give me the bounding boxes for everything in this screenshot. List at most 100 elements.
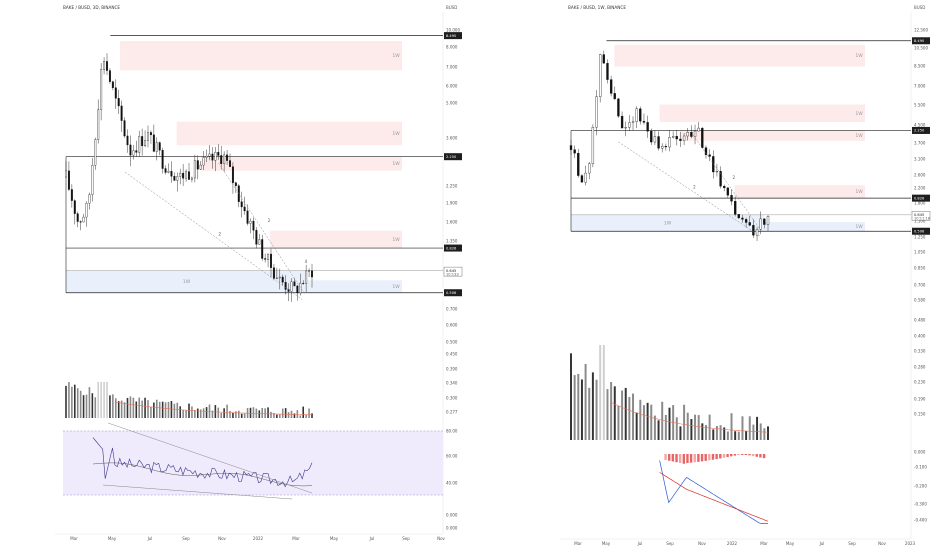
candle-body: [149, 132, 152, 136]
macd-histogram-bar: [744, 454, 748, 455]
zone-box-label: 1W: [664, 221, 672, 227]
time-tick-label: Nov: [437, 536, 445, 541]
volume-bar: [723, 427, 726, 440]
zone-box: [270, 230, 402, 249]
volume-bar: [287, 412, 290, 418]
level-tag-label: 0.506: [914, 229, 925, 233]
volume-bar: [284, 408, 287, 418]
volume-bar: [276, 414, 278, 418]
time-tick-label: Nov: [878, 541, 886, 546]
candle-body: [82, 216, 85, 223]
price-tick-label: 7.000: [914, 84, 926, 89]
volume-bar: [697, 415, 700, 440]
volume-bar: [132, 397, 135, 418]
macd-histogram-bar: [678, 454, 682, 463]
volume-bar: [591, 372, 594, 440]
zone-box-label: 1W: [855, 53, 863, 59]
right-chart-pane: BAKE / BUSD, 1W, BINANCE BUSD 12.500 10.500…: [560, 5, 931, 546]
volume-bar: [602, 345, 605, 440]
zone-box-label: 1W: [855, 224, 863, 230]
candle-body: [223, 154, 226, 164]
volume-bar: [624, 387, 627, 440]
candle-body: [240, 201, 243, 208]
volume-bar: [158, 401, 161, 418]
candle-body: [231, 166, 234, 183]
candle-body: [679, 138, 682, 141]
oscillator-tick-label: 0.000: [914, 450, 926, 455]
pattern-label: 4: [305, 259, 308, 264]
price-tick-label: 1.600: [446, 220, 458, 225]
volume-bar: [214, 405, 217, 418]
level-tag-label: 0.645: [446, 269, 456, 273]
price-tick-label: 1.250: [914, 235, 926, 240]
macd-histogram-bar: [755, 454, 758, 457]
volume-bar: [173, 403, 176, 418]
candle-body: [609, 79, 613, 94]
candle-body: [258, 239, 261, 245]
trendline: [124, 171, 303, 300]
candle-body: [281, 276, 284, 283]
candle-body: [167, 170, 170, 173]
volume-bar: [270, 411, 272, 418]
macd-histogram-bar: [737, 454, 740, 455]
macd-signal-line: [659, 472, 769, 522]
price-tick-label: 1.800: [914, 201, 926, 206]
volume-bar: [112, 394, 114, 418]
level-tag-sub: 10:133: [446, 272, 459, 276]
candle-body: [217, 152, 220, 156]
price-tick-label: 1.500: [914, 219, 926, 224]
candle-body: [752, 225, 755, 236]
time-tick-label: Sep: [666, 541, 674, 546]
volume-bar: [726, 431, 729, 440]
macd-histogram-bar: [671, 454, 675, 462]
level-tag-label: 8.490: [914, 39, 925, 43]
price-tick-label: 0.280: [914, 365, 926, 370]
volume-bar: [635, 412, 638, 440]
volume-bar: [135, 401, 138, 418]
price-tick-label: 0.700: [914, 283, 926, 288]
candle-body: [158, 142, 161, 151]
volume-bar: [211, 410, 214, 418]
price-tick-label: 8.500: [914, 64, 926, 69]
rsi-line: [92, 437, 313, 488]
candle-body: [646, 122, 649, 132]
candle-body: [639, 108, 642, 122]
volume-bar: [639, 399, 642, 440]
candle-body: [199, 164, 202, 170]
candle-body: [624, 127, 627, 129]
volume-bar: [686, 412, 689, 440]
oscillator-tick-label: 60.00: [446, 454, 458, 459]
price-tick-label: 2.600: [914, 173, 926, 178]
volume-bar: [138, 397, 141, 418]
volume-bar: [577, 373, 580, 440]
zone-box-label: 1W: [392, 237, 400, 243]
candle-body: [584, 172, 587, 183]
zone-box: [201, 156, 402, 171]
time-tick-label: Nov: [218, 536, 226, 541]
volume-bar: [580, 379, 583, 440]
pattern-label: 2: [268, 218, 271, 223]
macd-histogram-bar: [711, 454, 715, 460]
candle-body: [190, 177, 193, 180]
chart-title: BAKE / BUSD, 1W, BINANCE: [568, 5, 626, 10]
candle-body: [94, 139, 97, 166]
volume-bar: [305, 414, 307, 418]
volume-bar: [650, 404, 653, 440]
candle-body: [226, 154, 229, 161]
trendline: [692, 134, 763, 233]
zone-box: [679, 130, 865, 141]
macd-histogram-bar: [722, 454, 726, 458]
macd-histogram-bar: [762, 454, 766, 459]
volume-bar: [237, 410, 240, 418]
volume-bar: [661, 401, 664, 440]
macd-histogram-bar: [751, 454, 755, 457]
volume-bar: [748, 416, 751, 440]
candle-body: [577, 152, 580, 176]
volume-bar: [97, 382, 100, 418]
candle-body: [208, 153, 211, 157]
candle-body: [701, 127, 704, 148]
volume-bar: [117, 401, 120, 418]
pattern-label: 2: [733, 175, 736, 180]
macd-histogram-bar: [704, 454, 707, 461]
price-tick-label: 12.500: [914, 28, 928, 33]
